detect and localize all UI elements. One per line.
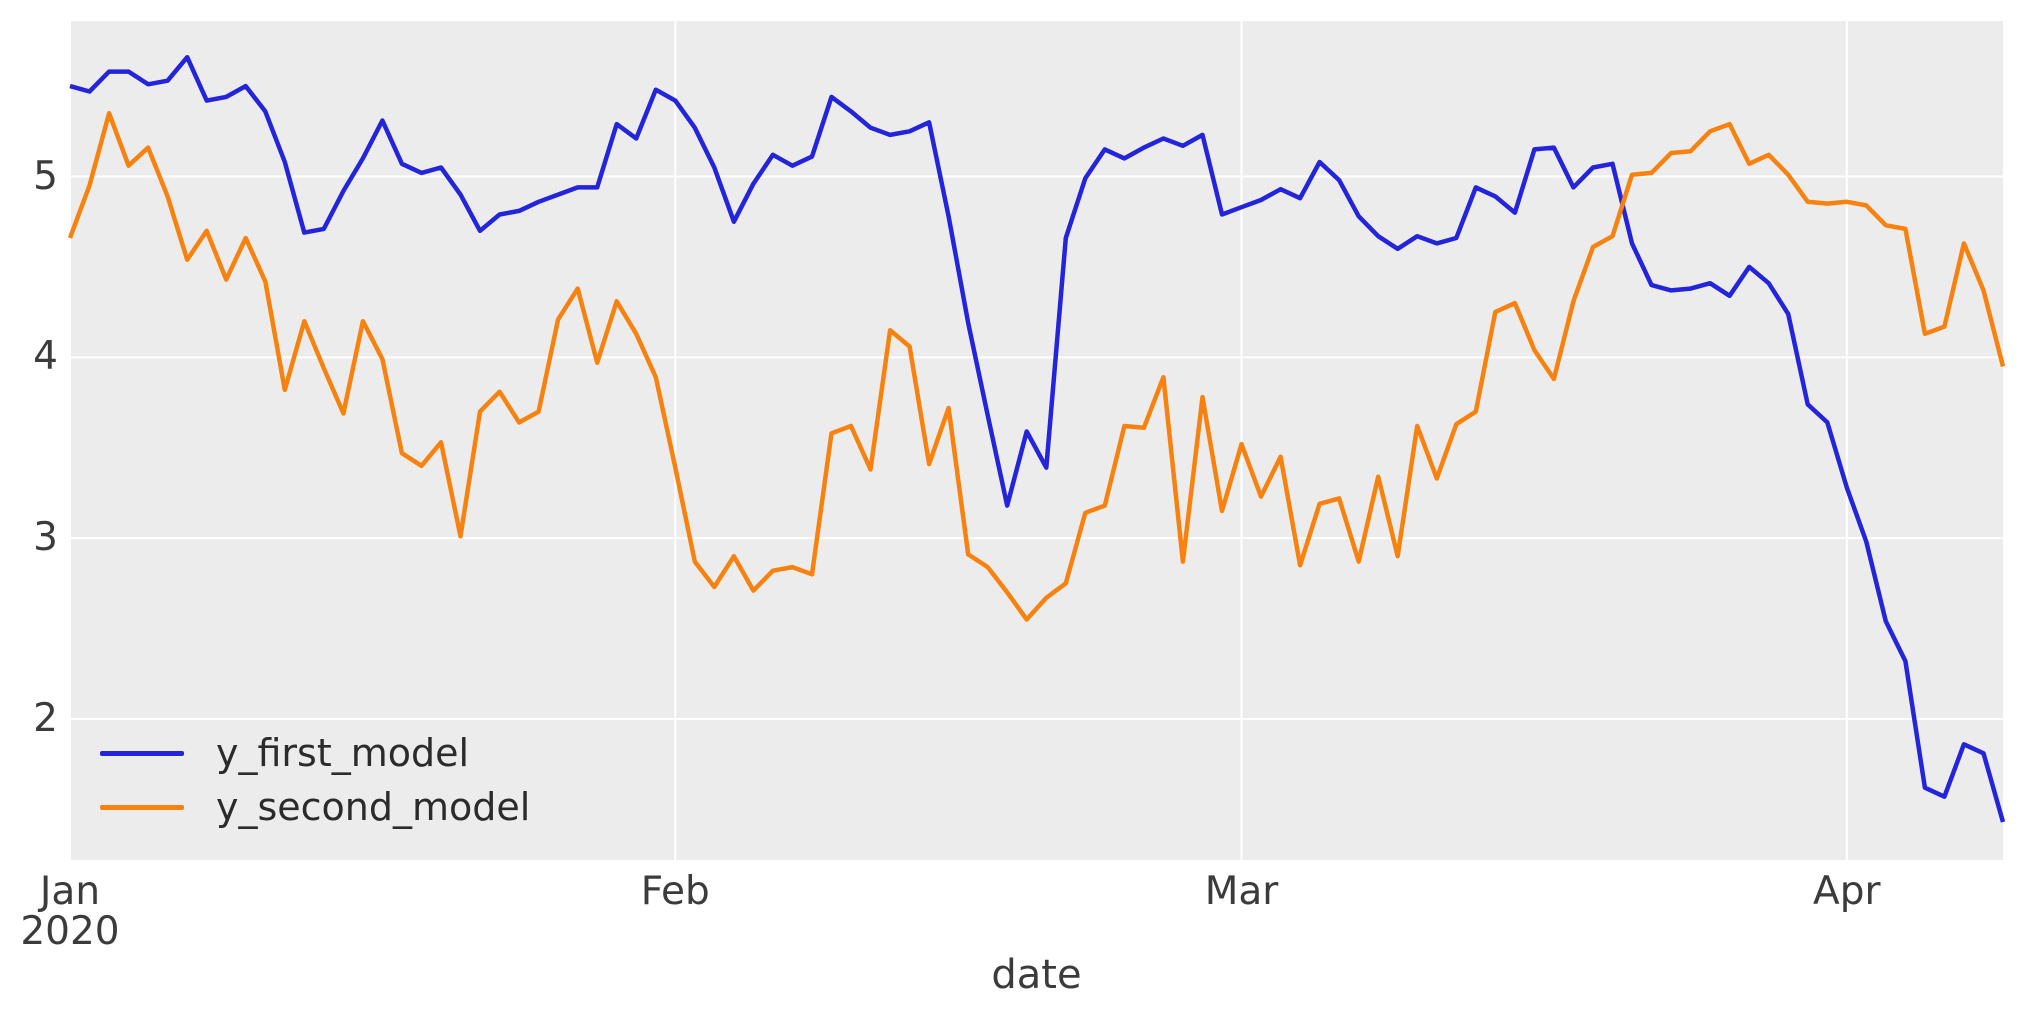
x-tick-label: Feb (640, 869, 710, 914)
x-tick-label: Mar (1204, 869, 1279, 914)
legend-item-second-model: y_second_model (100, 780, 530, 834)
x-tick-label: Jan 2020 (20, 869, 120, 954)
x-axis-label: date (991, 952, 1082, 998)
legend-label: y_second_model (216, 785, 531, 829)
y-tick-label: 4 (33, 334, 58, 380)
y-tick-label: 2 (33, 695, 58, 741)
legend-label: y_first_model (216, 731, 470, 775)
legend-item-first-model: y_first_model (100, 726, 530, 780)
y-tick-label: 5 (33, 153, 58, 199)
legend: y_first_model y_second_model (100, 726, 530, 834)
legend-line-swatch-blue (100, 750, 184, 756)
y-tick-label: 3 (33, 515, 58, 561)
legend-line-swatch-orange (100, 804, 184, 810)
x-tick-label: Apr (1813, 869, 1881, 914)
plot-background (70, 21, 2003, 860)
